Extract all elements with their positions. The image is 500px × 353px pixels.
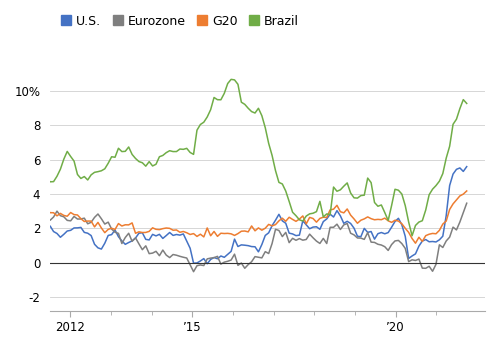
- Brazil: [146, 160, 152, 164]
- Line: Eurozone: Eurozone: [30, 203, 467, 272]
- Line: U.S.: U.S.: [30, 167, 467, 264]
- G20: [146, 229, 152, 233]
- Brazil: [464, 101, 469, 106]
- G20: [256, 226, 262, 230]
- Brazil: [375, 204, 381, 208]
- G20: [47, 210, 53, 215]
- Eurozone: [146, 252, 152, 256]
- Eurozone: [464, 201, 469, 205]
- Eurozone: [190, 270, 196, 274]
- U.S.: [204, 262, 210, 266]
- Eurozone: [259, 256, 265, 260]
- U.S.: [47, 224, 53, 228]
- U.S.: [375, 232, 381, 236]
- U.S.: [146, 238, 152, 242]
- U.S.: [464, 164, 469, 169]
- Eurozone: [375, 242, 381, 246]
- Brazil: [416, 220, 422, 224]
- Line: Brazil: Brazil: [30, 79, 467, 236]
- Eurozone: [290, 236, 296, 240]
- Line: G20: G20: [30, 191, 467, 243]
- Eurozone: [412, 258, 418, 263]
- Legend: U.S., Eurozone, G20, Brazil: U.S., Eurozone, G20, Brazil: [56, 10, 304, 32]
- G20: [26, 192, 32, 196]
- Brazil: [47, 180, 53, 184]
- U.S.: [26, 198, 32, 202]
- U.S.: [290, 232, 296, 236]
- Brazil: [409, 234, 415, 238]
- Brazil: [228, 77, 234, 82]
- Brazil: [26, 140, 32, 144]
- U.S.: [412, 252, 418, 256]
- Brazil: [290, 210, 296, 214]
- G20: [409, 237, 415, 241]
- G20: [286, 215, 292, 219]
- G20: [372, 218, 378, 222]
- G20: [412, 241, 418, 245]
- Eurozone: [26, 216, 32, 221]
- Brazil: [259, 114, 265, 118]
- Eurozone: [47, 218, 53, 222]
- G20: [464, 189, 469, 193]
- U.S.: [259, 243, 265, 247]
